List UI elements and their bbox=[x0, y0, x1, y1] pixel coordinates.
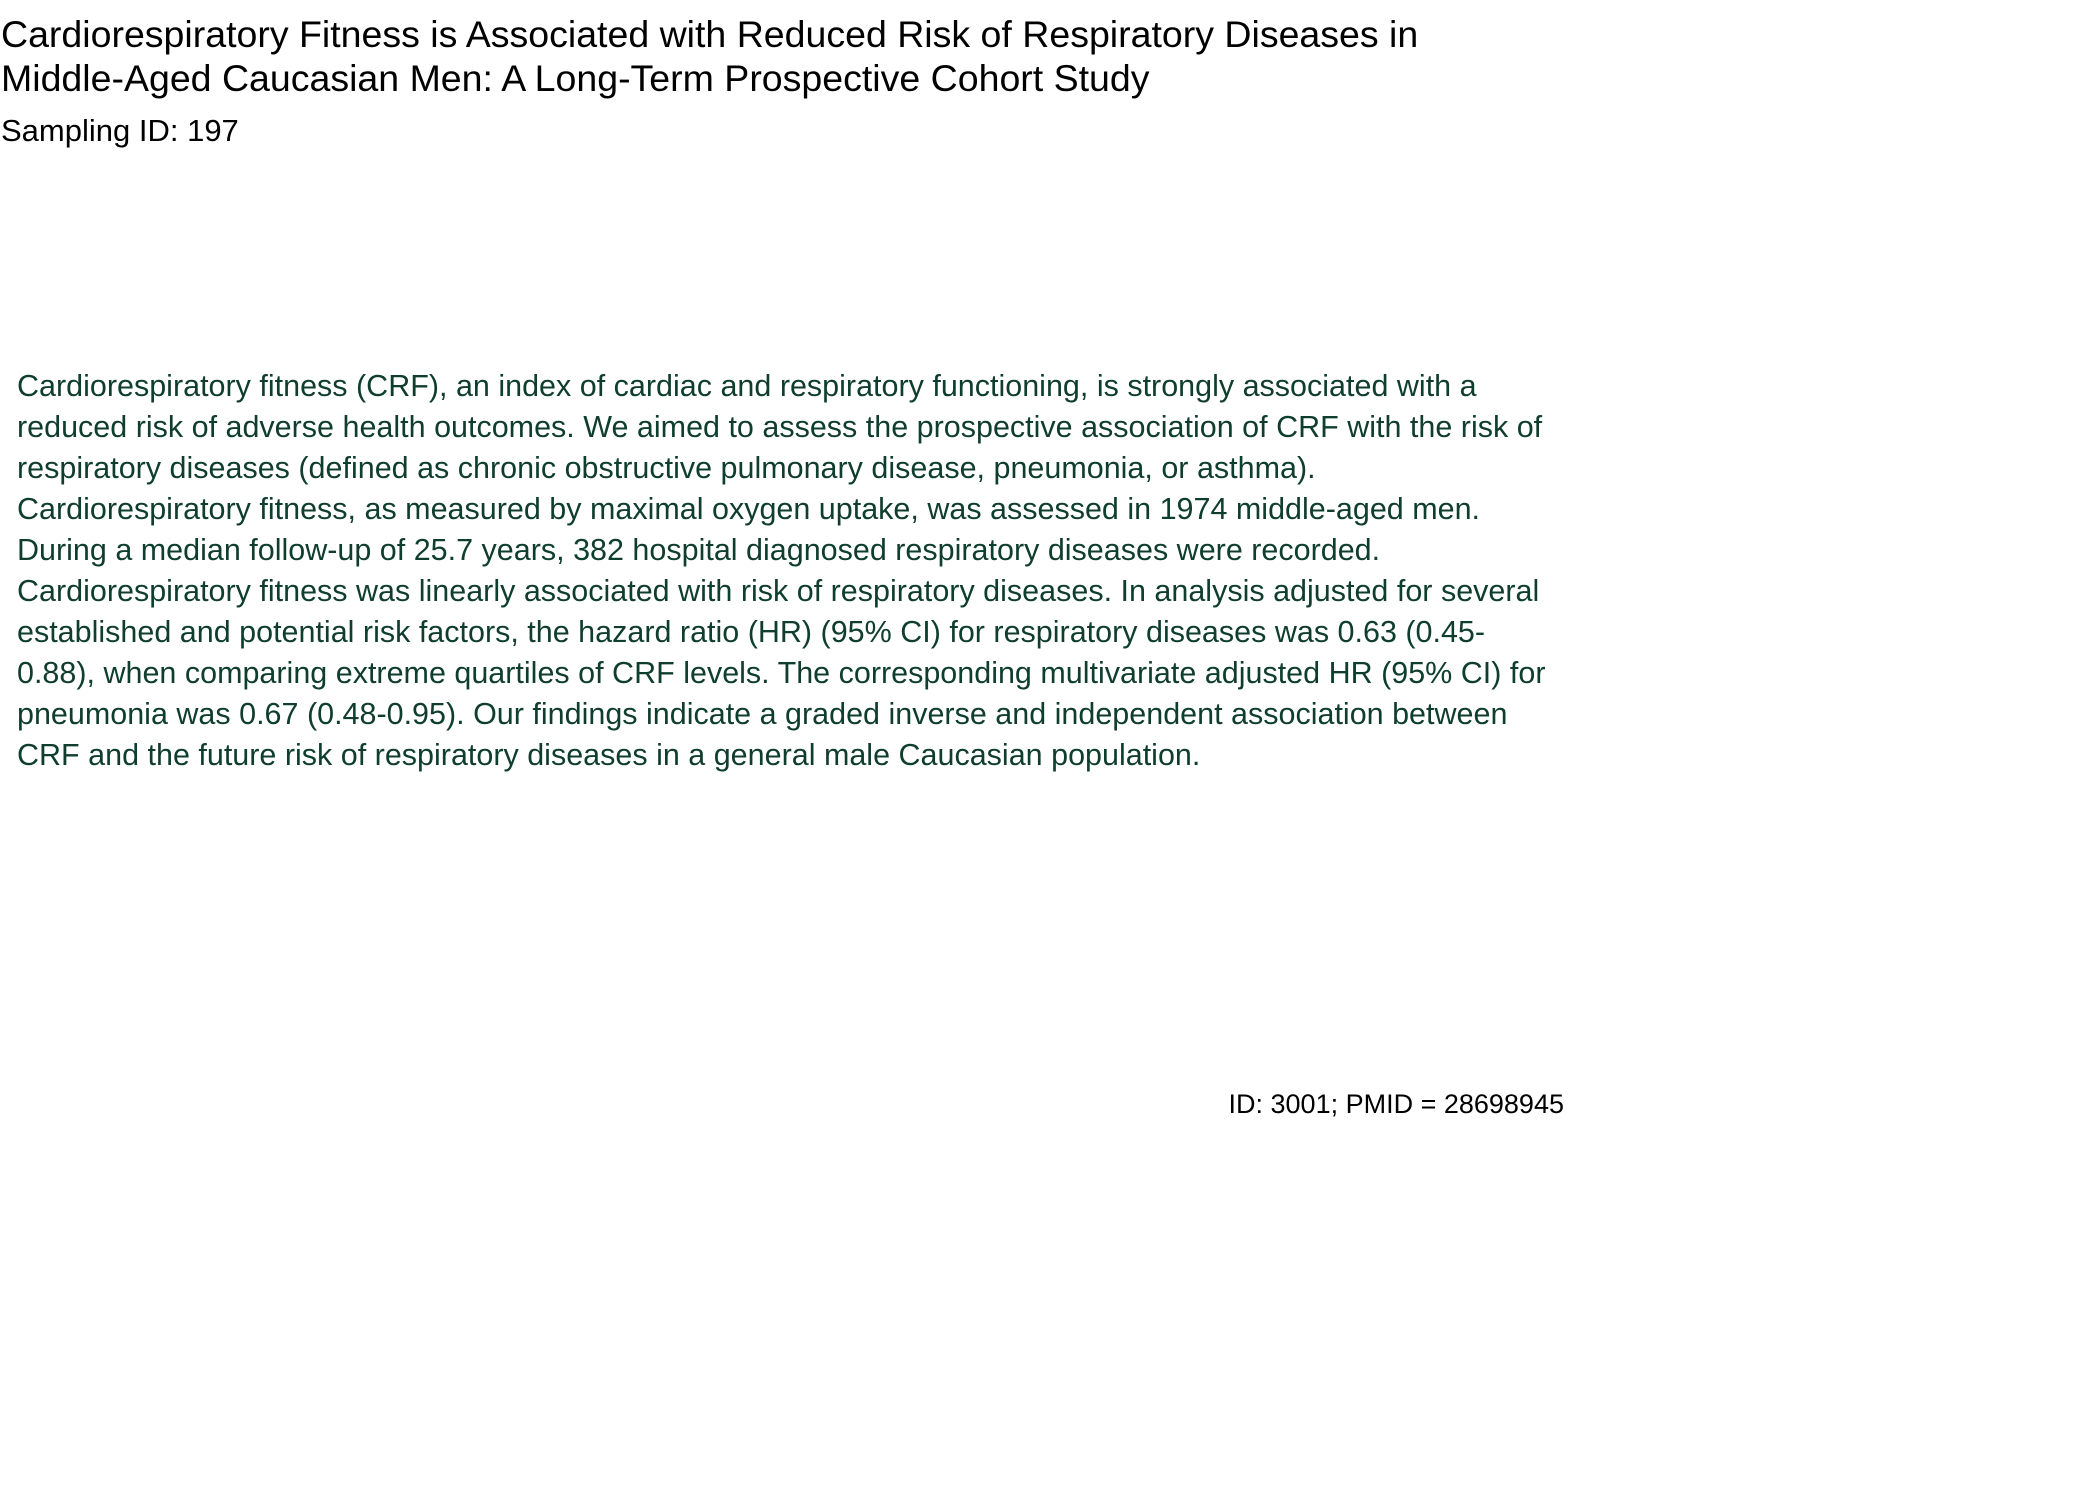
abstract-text: Cardiorespiratory fitness (CRF), an inde… bbox=[17, 369, 1546, 772]
footer-id: ID: 3001; PMID = 28698945 bbox=[1228, 1089, 1564, 1119]
sampling-id: Sampling ID: 197 bbox=[1, 113, 239, 148]
document-title: Cardiorespiratory Fitness is Associated … bbox=[1, 13, 1419, 99]
